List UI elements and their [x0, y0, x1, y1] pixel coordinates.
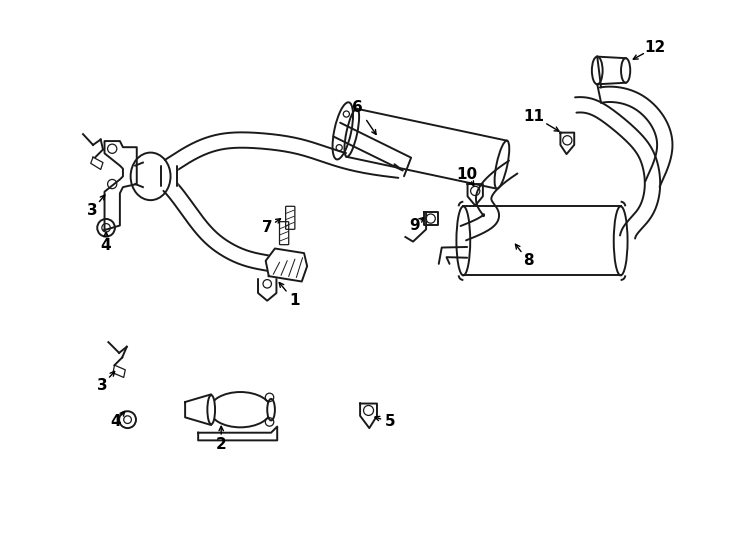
Polygon shape: [460, 161, 517, 240]
Text: 9: 9: [410, 218, 420, 233]
Text: 3: 3: [87, 202, 98, 218]
Text: 11: 11: [524, 109, 545, 124]
Text: 10: 10: [457, 166, 477, 181]
Polygon shape: [113, 365, 126, 377]
Polygon shape: [575, 97, 660, 239]
Ellipse shape: [267, 399, 275, 421]
Polygon shape: [198, 427, 277, 441]
Polygon shape: [424, 212, 437, 225]
Polygon shape: [164, 180, 286, 274]
Polygon shape: [135, 166, 143, 187]
Polygon shape: [161, 166, 177, 186]
Polygon shape: [91, 157, 103, 170]
Text: 6: 6: [352, 100, 363, 115]
Polygon shape: [333, 123, 411, 176]
Text: 7: 7: [262, 220, 272, 235]
Ellipse shape: [621, 58, 631, 83]
Polygon shape: [104, 141, 137, 230]
Polygon shape: [346, 109, 507, 188]
Text: 12: 12: [644, 40, 666, 55]
Polygon shape: [266, 248, 307, 281]
Polygon shape: [560, 133, 574, 154]
Ellipse shape: [210, 392, 271, 427]
Polygon shape: [360, 403, 377, 428]
Polygon shape: [600, 86, 672, 187]
Text: 8: 8: [523, 253, 534, 268]
Text: 4: 4: [110, 415, 120, 429]
Polygon shape: [185, 394, 211, 425]
Ellipse shape: [208, 395, 215, 424]
Polygon shape: [165, 132, 400, 178]
Text: 5: 5: [385, 415, 396, 429]
Text: 2: 2: [216, 437, 227, 453]
Polygon shape: [439, 247, 467, 264]
Text: 1: 1: [289, 293, 299, 308]
Polygon shape: [463, 206, 621, 275]
Polygon shape: [597, 57, 625, 84]
Polygon shape: [468, 184, 483, 206]
Text: 3: 3: [97, 377, 108, 393]
Text: 4: 4: [101, 238, 112, 253]
